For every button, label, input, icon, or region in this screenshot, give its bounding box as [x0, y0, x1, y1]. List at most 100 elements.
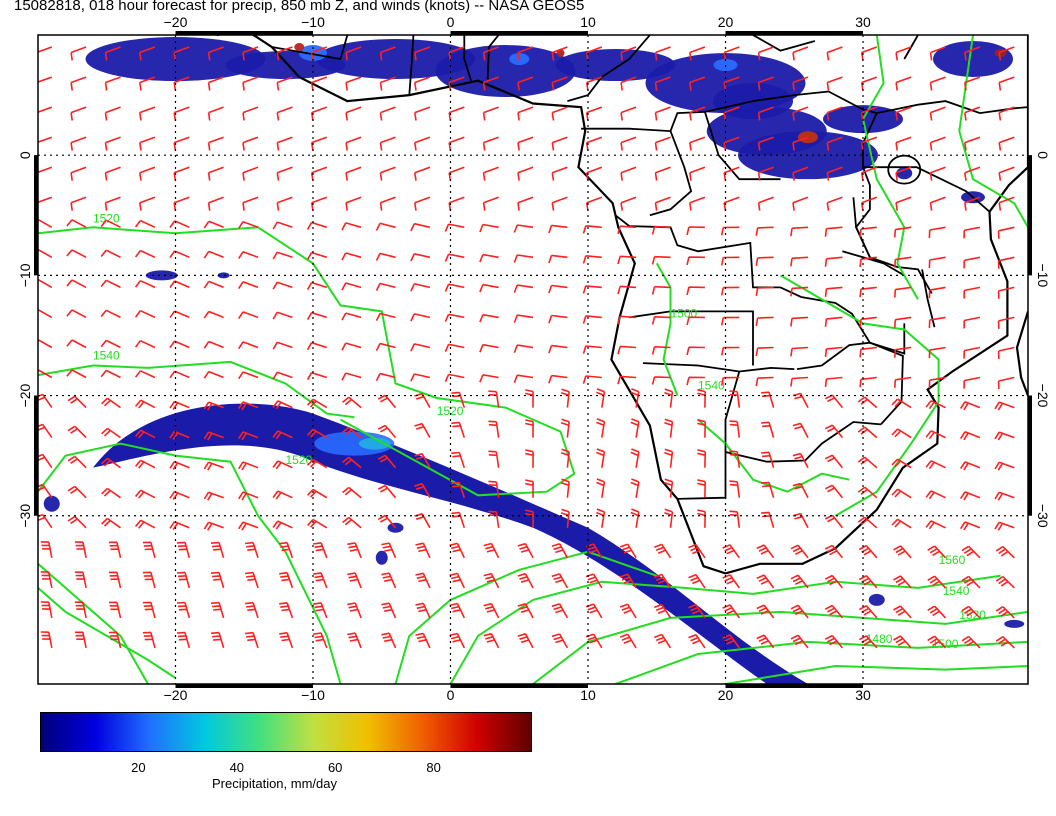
- wind-barb: [619, 603, 637, 619]
- wind-barb: [689, 196, 706, 211]
- wind-barb: [38, 338, 53, 349]
- wind-barb: [720, 316, 740, 326]
- wind-barb: [792, 76, 809, 91]
- wind-barb: [238, 281, 259, 290]
- lat-tick-label-left: −30: [17, 504, 33, 528]
- wind-barb: [756, 604, 775, 619]
- wind-barb: [375, 282, 396, 291]
- wind-barb: [893, 575, 912, 589]
- contour-label: 1520: [437, 404, 464, 418]
- wind-barb: [826, 46, 843, 61]
- wind-barb: [964, 46, 981, 61]
- wind-barb: [345, 106, 362, 121]
- wind-barb: [964, 106, 981, 121]
- wind-barb: [210, 631, 225, 649]
- wind-barb: [410, 343, 431, 352]
- wind-barb: [139, 196, 156, 211]
- wind-barb: [585, 136, 603, 151]
- wind-barb: [414, 422, 431, 438]
- wind-barb: [242, 106, 259, 121]
- wind-barb: [142, 601, 156, 619]
- wind-barb: [74, 541, 87, 558]
- wind-barb: [959, 461, 981, 471]
- wind-barb: [238, 220, 259, 229]
- wind-barb: [347, 542, 362, 559]
- wind-barb: [959, 521, 981, 531]
- wind-barb: [379, 76, 396, 91]
- wind-barb: [858, 544, 878, 559]
- wind-barb: [307, 458, 328, 469]
- wind-barb: [38, 369, 53, 379]
- wind-barb: [272, 490, 293, 500]
- wind-barb: [100, 219, 121, 229]
- height-contour: [394, 550, 658, 684]
- precip-cell: [145, 270, 178, 281]
- wind-barb: [101, 427, 121, 439]
- precip-cell: [435, 45, 576, 98]
- wind-barb: [108, 601, 122, 619]
- wind-barb: [894, 316, 912, 328]
- wind-barb: [444, 313, 465, 322]
- wind-barb: [697, 509, 706, 528]
- wind-barb: [860, 46, 878, 61]
- wind-barb: [272, 221, 293, 230]
- wind-barb: [169, 310, 190, 319]
- wind-barb: [176, 601, 191, 619]
- wind-barb: [134, 279, 156, 289]
- country-border: [614, 214, 781, 289]
- wind-barb: [585, 573, 603, 589]
- wind-barb: [513, 344, 534, 353]
- wind-barb: [995, 636, 1015, 649]
- wind-barb: [345, 166, 362, 181]
- wind-barb: [689, 46, 706, 61]
- wind-barb: [792, 166, 809, 181]
- wind-barb: [720, 256, 740, 266]
- wind-barb: [961, 575, 981, 589]
- wind-barb: [857, 426, 878, 439]
- wind-barb: [38, 218, 53, 228]
- wind-barb: [142, 631, 156, 649]
- wind-barb: [560, 418, 570, 438]
- wind-barb: [689, 136, 706, 151]
- wind-barb: [134, 370, 156, 379]
- wind-barb: [238, 371, 259, 380]
- wind-barb: [279, 541, 294, 559]
- wind-barb: [38, 106, 53, 121]
- wind-barb: [857, 486, 878, 499]
- wind-barb: [310, 196, 328, 211]
- wind-barb: [792, 106, 809, 121]
- wind-barb: [513, 284, 534, 293]
- wind-barb: [560, 508, 570, 528]
- wind-barb: [824, 544, 844, 559]
- wind-barb: [824, 604, 844, 619]
- lake-malawi: [921, 269, 936, 328]
- wind-barb: [139, 106, 156, 121]
- wind-barb: [686, 346, 705, 356]
- wind-barb: [74, 601, 87, 619]
- wind-barb: [414, 166, 431, 181]
- wind-barb: [341, 372, 362, 381]
- wind-barb: [276, 196, 293, 211]
- wind-barb: [101, 487, 121, 499]
- wind-barb: [381, 602, 397, 619]
- wind-barb: [686, 226, 705, 236]
- wind-barb: [414, 46, 431, 61]
- wind-barb: [517, 542, 534, 559]
- wind-barb: [654, 136, 671, 151]
- wind-barb: [964, 76, 981, 91]
- wind-barb: [551, 633, 569, 649]
- wind-barb: [857, 456, 878, 469]
- wind-barb: [664, 388, 674, 408]
- wind-barb: [619, 543, 637, 559]
- wind-barb: [826, 166, 843, 181]
- wind-barb: [722, 604, 740, 619]
- wind-barb: [551, 106, 568, 121]
- wind-barb: [582, 315, 602, 324]
- wind-barb: [272, 251, 293, 260]
- wind-barb: [513, 314, 534, 323]
- wind-barb: [272, 400, 293, 410]
- wind-barb: [108, 541, 122, 558]
- wind-barb: [722, 544, 740, 559]
- wind-barb: [306, 221, 328, 230]
- wind-barb: [824, 424, 844, 439]
